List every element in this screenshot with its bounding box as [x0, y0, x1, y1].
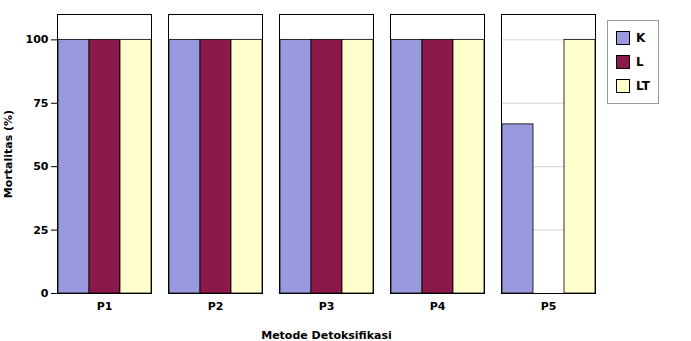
svg-text:P4: P4 [430, 300, 446, 313]
svg-text:P2: P2 [208, 300, 224, 313]
svg-text:P3: P3 [319, 300, 335, 313]
html-text:L: L [636, 55, 644, 69]
svg-text:Mortalitas (%): Mortalitas (%) [2, 110, 15, 198]
html-text:K: K [636, 31, 646, 45]
svg-text:0: 0 [41, 287, 49, 300]
svg-text:Metode Detoksifikasi: Metode Detoksifikasi [261, 329, 392, 341]
svg-text:P1: P1 [97, 300, 113, 313]
svg-text:100: 100 [26, 33, 49, 46]
svg-text:P5: P5 [541, 300, 557, 313]
svg-text:25: 25 [33, 224, 48, 237]
svg-text:75: 75 [33, 97, 48, 110]
svg-text:50: 50 [33, 160, 49, 173]
html-text:LT: LT [636, 79, 650, 93]
